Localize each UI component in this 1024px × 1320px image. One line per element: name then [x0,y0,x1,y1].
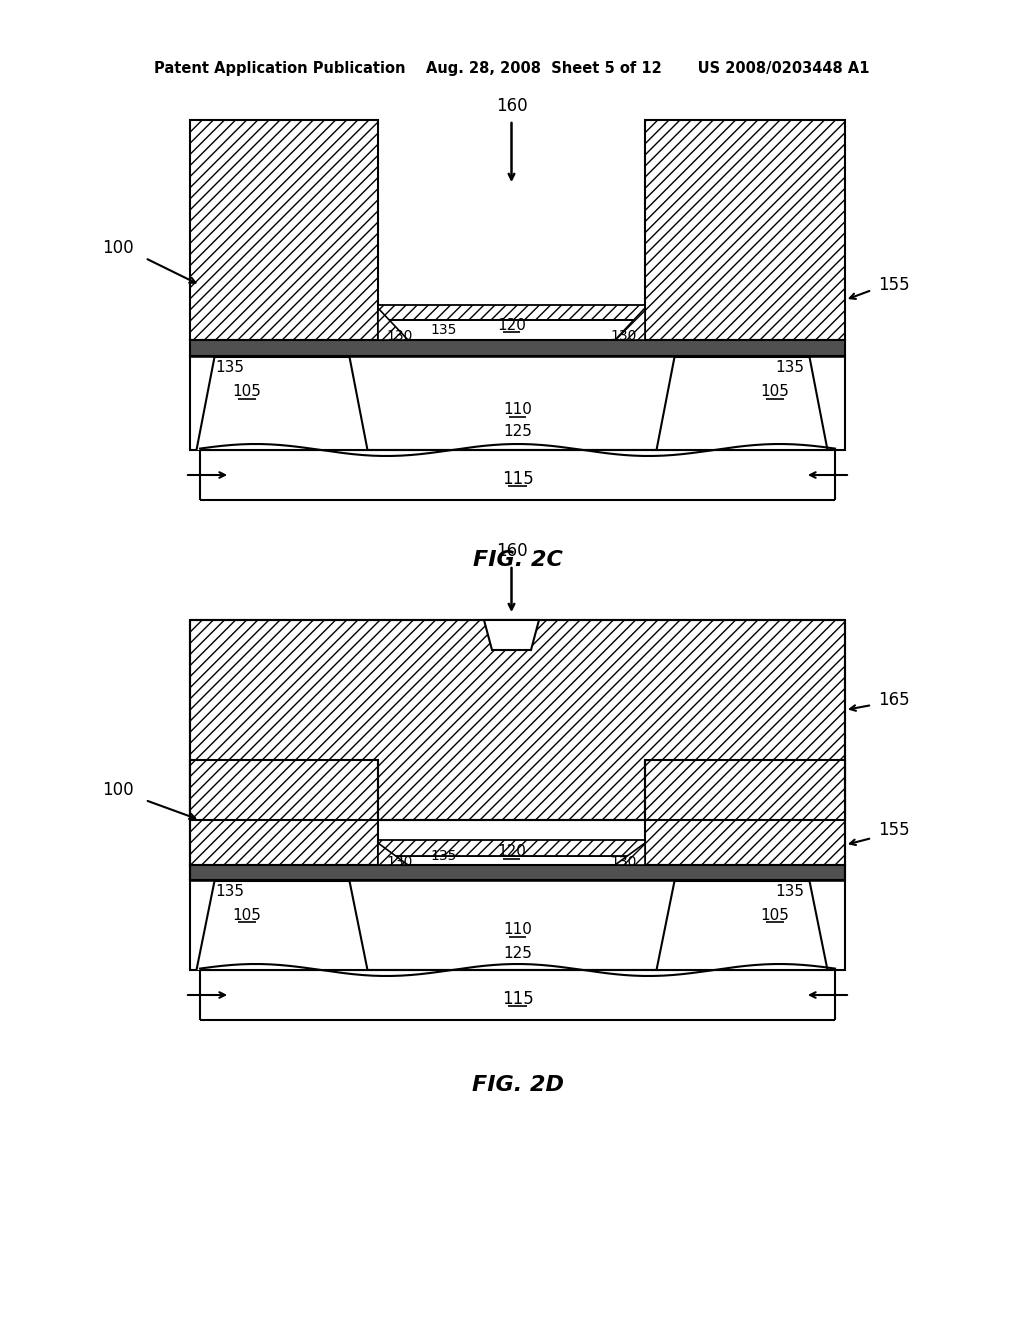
Text: 115: 115 [502,470,534,488]
Text: 105: 105 [761,908,790,923]
Text: 130: 130 [386,855,413,869]
Bar [378,305,645,319]
Text: 130: 130 [610,329,637,343]
Text: 105: 105 [232,908,261,923]
Text: 155: 155 [878,821,909,840]
Bar [190,620,845,820]
Text: 105: 105 [232,384,261,400]
Text: 135: 135 [775,360,804,375]
Bar [190,341,845,356]
Polygon shape [197,356,368,450]
Polygon shape [656,356,827,450]
Text: 165: 165 [878,690,909,709]
Text: FIG. 2C: FIG. 2C [472,550,562,570]
Bar [378,319,645,341]
Text: 100: 100 [102,239,134,257]
Polygon shape [197,880,368,970]
Text: 125: 125 [503,945,531,961]
Bar [378,855,645,865]
Bar [645,760,845,865]
Text: Patent Application Publication    Aug. 28, 2008  Sheet 5 of 12       US 2008/020: Patent Application Publication Aug. 28, … [155,61,869,75]
Text: 130: 130 [610,855,637,869]
Text: 135: 135 [430,323,457,337]
Polygon shape [378,843,408,865]
Text: 155: 155 [878,276,909,294]
Bar [190,760,378,865]
Polygon shape [615,843,645,865]
Text: 135: 135 [215,884,244,899]
Polygon shape [378,308,408,341]
Text: 135: 135 [775,884,804,899]
Text: 110: 110 [503,923,531,937]
Text: 160: 160 [496,543,527,560]
Text: 115: 115 [502,990,534,1008]
Bar [190,880,845,970]
Text: 120: 120 [497,845,526,859]
Text: 125: 125 [503,425,531,440]
Text: 130: 130 [386,329,413,343]
Bar [190,865,845,880]
Polygon shape [656,880,827,970]
Bar [378,840,645,855]
Text: 135: 135 [430,849,457,863]
Text: 160: 160 [496,96,527,115]
Bar [190,356,845,450]
Polygon shape [615,308,645,341]
Bar [190,120,378,341]
Text: 120: 120 [497,318,526,333]
Text: 100: 100 [102,781,134,799]
Polygon shape [484,620,539,649]
Text: FIG. 2D: FIG. 2D [471,1074,563,1096]
Text: 110: 110 [503,403,531,417]
Text: 105: 105 [761,384,790,400]
Bar [645,120,845,341]
Text: 135: 135 [215,360,244,375]
